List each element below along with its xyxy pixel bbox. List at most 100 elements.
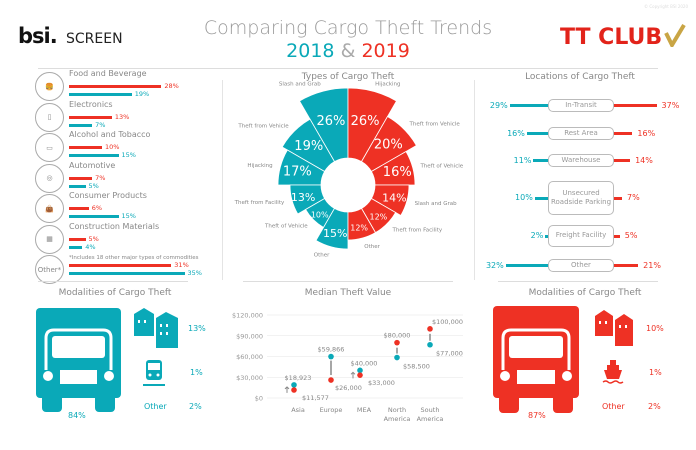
tire-icon: ◎	[35, 163, 64, 193]
value-2018: 15%	[121, 212, 136, 220]
modalities-2018-title: Modalities of Cargo Theft	[58, 288, 172, 298]
truck-percent-2018: 84%	[68, 411, 86, 420]
dot-2018	[291, 382, 297, 388]
bar-2018	[69, 215, 119, 218]
commodity-row: ▭ Alcohol and Tobacco 10% 15%	[35, 130, 230, 163]
rail-percent-2018: 1%	[190, 368, 203, 377]
dot-2018	[394, 354, 400, 361]
sector-value: 12%	[370, 212, 388, 221]
value-2018: 16%	[507, 128, 525, 138]
x-tick-label: MEA	[357, 406, 372, 414]
label-2018: $59,866	[318, 346, 345, 354]
bar-2019	[69, 146, 102, 149]
warehouse-icon	[134, 308, 178, 348]
line-2018	[505, 264, 548, 267]
commodity-row-other: Other* *Includes 18 other major types of …	[35, 255, 230, 285]
dot-2018	[328, 353, 334, 360]
median-title: Median Theft Value	[304, 288, 392, 298]
median-theft-value-chart: $0 $30,000 $60,000 $90,000 $120,000 Asia $18,9…	[232, 312, 463, 424]
label-2018: $18,923	[285, 374, 312, 382]
divider	[38, 68, 658, 69]
commodity-label: Alcohol and Tobacco	[69, 130, 151, 139]
locations-title: Locations of Cargo Theft	[525, 72, 635, 82]
divider	[243, 281, 453, 282]
value-2018: 29%	[489, 100, 508, 110]
commodity-row: ◎ Automotive 7% 5%	[35, 161, 230, 194]
commodity-label: Construction Materials	[69, 221, 160, 231]
truck-percent-2019: 87%	[528, 411, 546, 420]
line-2018	[534, 196, 548, 200]
value-2018: 35%	[187, 269, 202, 277]
value-2019: 16%	[637, 128, 656, 138]
x-tick-label: America	[384, 415, 411, 423]
cigarette-icon: ▭	[35, 133, 64, 162]
value-2018: 2%	[530, 231, 544, 240]
value-2018: 11%	[513, 155, 532, 165]
sector-label: Hijacking	[247, 163, 272, 169]
line-2018	[526, 132, 548, 135]
sector-value: 26%	[316, 114, 345, 129]
sector-label: Slash and Grab	[415, 201, 457, 207]
location-label: In-Transit	[548, 99, 614, 112]
sector-label: Hijacking	[375, 82, 400, 88]
bsi-logo: bsi.	[18, 24, 58, 48]
x-tick-label: Europe	[320, 406, 343, 414]
types-title: Types of Cargo Theft	[301, 72, 395, 82]
bar-2018	[69, 245, 83, 249]
y-tick-label: $0	[255, 395, 263, 403]
label-2019: $100,000	[432, 318, 463, 326]
line-2019	[614, 264, 639, 267]
line-2019	[614, 132, 633, 135]
ship-percent-2019: 1%	[649, 368, 662, 377]
value-2019: 21%	[643, 260, 661, 270]
types-of-theft-chart: 26% Slash and Grab 19% Theft from Vehicle 17…	[234, 82, 464, 259]
line-2018	[509, 104, 548, 107]
commodity-row: ▦ Construction Materials 5% 4%	[35, 221, 230, 255]
divider	[222, 80, 223, 280]
value-2018: 10%	[515, 193, 533, 202]
label-2018: $77,000	[436, 350, 463, 358]
label-2019: $11,577	[302, 394, 329, 402]
location-label: Rest Area	[548, 127, 614, 140]
other-percent-2018: 2%	[189, 402, 202, 411]
year-2018: 2018	[286, 40, 335, 62]
years-subtitle: 2018 & 2019	[198, 40, 498, 62]
commodity-row: 🍔 Food and Beverage 28% 19%	[35, 69, 230, 102]
sector-value: 20%	[374, 138, 403, 153]
x-tick-label: North	[388, 406, 406, 414]
warehouse-percent-2018: 13%	[188, 324, 206, 333]
sector-value: 19%	[294, 139, 323, 154]
label-2018: $58,500	[403, 363, 430, 371]
value-2018: 5%	[88, 181, 99, 190]
sector-label: Theft of Vehicle	[419, 164, 463, 170]
sector-value: 14%	[382, 191, 406, 204]
donut-hole	[321, 158, 375, 212]
truck-icon	[493, 306, 579, 413]
commodity-label: Consumer Products	[69, 191, 147, 200]
sector-label: Theft from Vehicle	[409, 121, 461, 127]
year-2019: 2019	[361, 40, 410, 62]
warehouse-icon	[595, 310, 633, 346]
ship-icon	[602, 360, 624, 384]
bar-2019	[69, 264, 172, 267]
dot-2019	[394, 339, 400, 346]
bar-2018	[69, 154, 119, 157]
bar-2019	[69, 85, 162, 88]
bricks-icon: ▦	[35, 224, 64, 254]
x-tick-label: South	[421, 406, 440, 414]
value-2018: 19%	[134, 90, 150, 98]
commodity-row: ▯ Electronics 13% 7%	[35, 100, 230, 133]
value-2018: 15%	[121, 151, 136, 159]
handbag-icon: 👜	[35, 194, 64, 223]
sector-value: 12%	[350, 224, 368, 233]
change-arrow	[350, 371, 356, 379]
sector-value: 26%	[351, 114, 380, 129]
phone-icon: ▯	[35, 102, 64, 132]
other-label-2019: Other	[602, 402, 625, 411]
value-2019: 7%	[95, 173, 106, 182]
value-2019: 14%	[635, 155, 653, 165]
screen-logo: SCREEN	[66, 31, 123, 47]
bar-2018	[69, 272, 185, 275]
label-2019: $80,000	[384, 332, 411, 340]
y-tick-label: $120,000	[232, 312, 263, 320]
